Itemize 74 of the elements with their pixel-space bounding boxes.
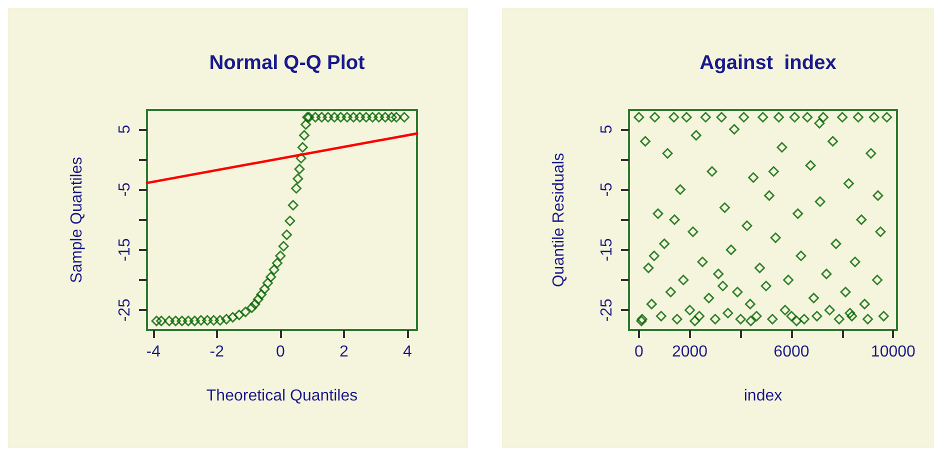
point [380,112,390,122]
point [288,200,298,210]
point [282,230,292,240]
point [272,258,282,268]
point [170,316,181,326]
point [275,250,286,262]
chart-title: Against index [700,52,836,74]
x-tick-label: 0 [276,344,285,360]
point [221,314,232,324]
point [297,142,308,153]
y-tick-label: -5 [598,182,616,197]
point [252,294,264,305]
x-tick-label: 0 [634,344,644,360]
x-tick-label: 10000 [870,344,916,360]
point [386,112,397,122]
point [300,119,312,130]
point [256,289,267,300]
y-tick-label: -5 [116,182,134,197]
point [291,183,302,194]
point [298,130,310,141]
point [399,112,410,122]
y-axis-title: Sample Quantiles [68,156,86,284]
y-tick-label: 5 [598,124,616,134]
x-tick-label: 2 [339,344,348,360]
point [294,164,305,174]
point [196,315,206,326]
point [189,316,200,326]
point [250,298,260,310]
point [391,112,402,122]
y-tick-label: -15 [598,238,616,262]
point [228,312,238,323]
point [322,112,334,122]
point [259,284,270,294]
x-tick-label: 2000 [672,344,708,360]
point [296,152,306,164]
chart-title: Normal Q-Q Plot [209,52,366,74]
point [214,315,226,326]
point [342,112,352,122]
x-tick-label: 6000 [774,344,810,360]
point [336,112,346,122]
point [316,112,327,122]
point [176,316,188,326]
x-tick-label: -4 [146,344,161,360]
point [284,216,296,226]
point [202,315,213,326]
point [240,306,251,318]
point [348,112,359,122]
point [329,112,340,122]
point [292,173,304,184]
y-axis-title: Quantile Residuals [550,152,568,288]
y-tick-label: 5 [116,124,134,134]
point [262,278,273,288]
point [164,316,174,326]
point [367,112,378,122]
point [156,316,167,326]
y-tick-label: -25 [116,298,134,322]
x-tick-label: 4 [403,344,412,360]
point [374,112,384,122]
point [151,316,162,326]
point [360,112,372,122]
x-tick-label: -2 [210,344,224,360]
point [234,310,244,320]
point [354,112,366,122]
y-tick-label: -25 [598,298,616,322]
point [183,316,194,326]
point [268,264,280,275]
x-axis-title: index [744,388,782,404]
point [246,302,258,313]
point [310,112,321,122]
x-axis-title: Theoretical Quantiles [206,388,358,404]
point [278,240,289,252]
point [208,315,219,326]
point [266,272,276,282]
y-tick-label: -15 [116,238,134,262]
